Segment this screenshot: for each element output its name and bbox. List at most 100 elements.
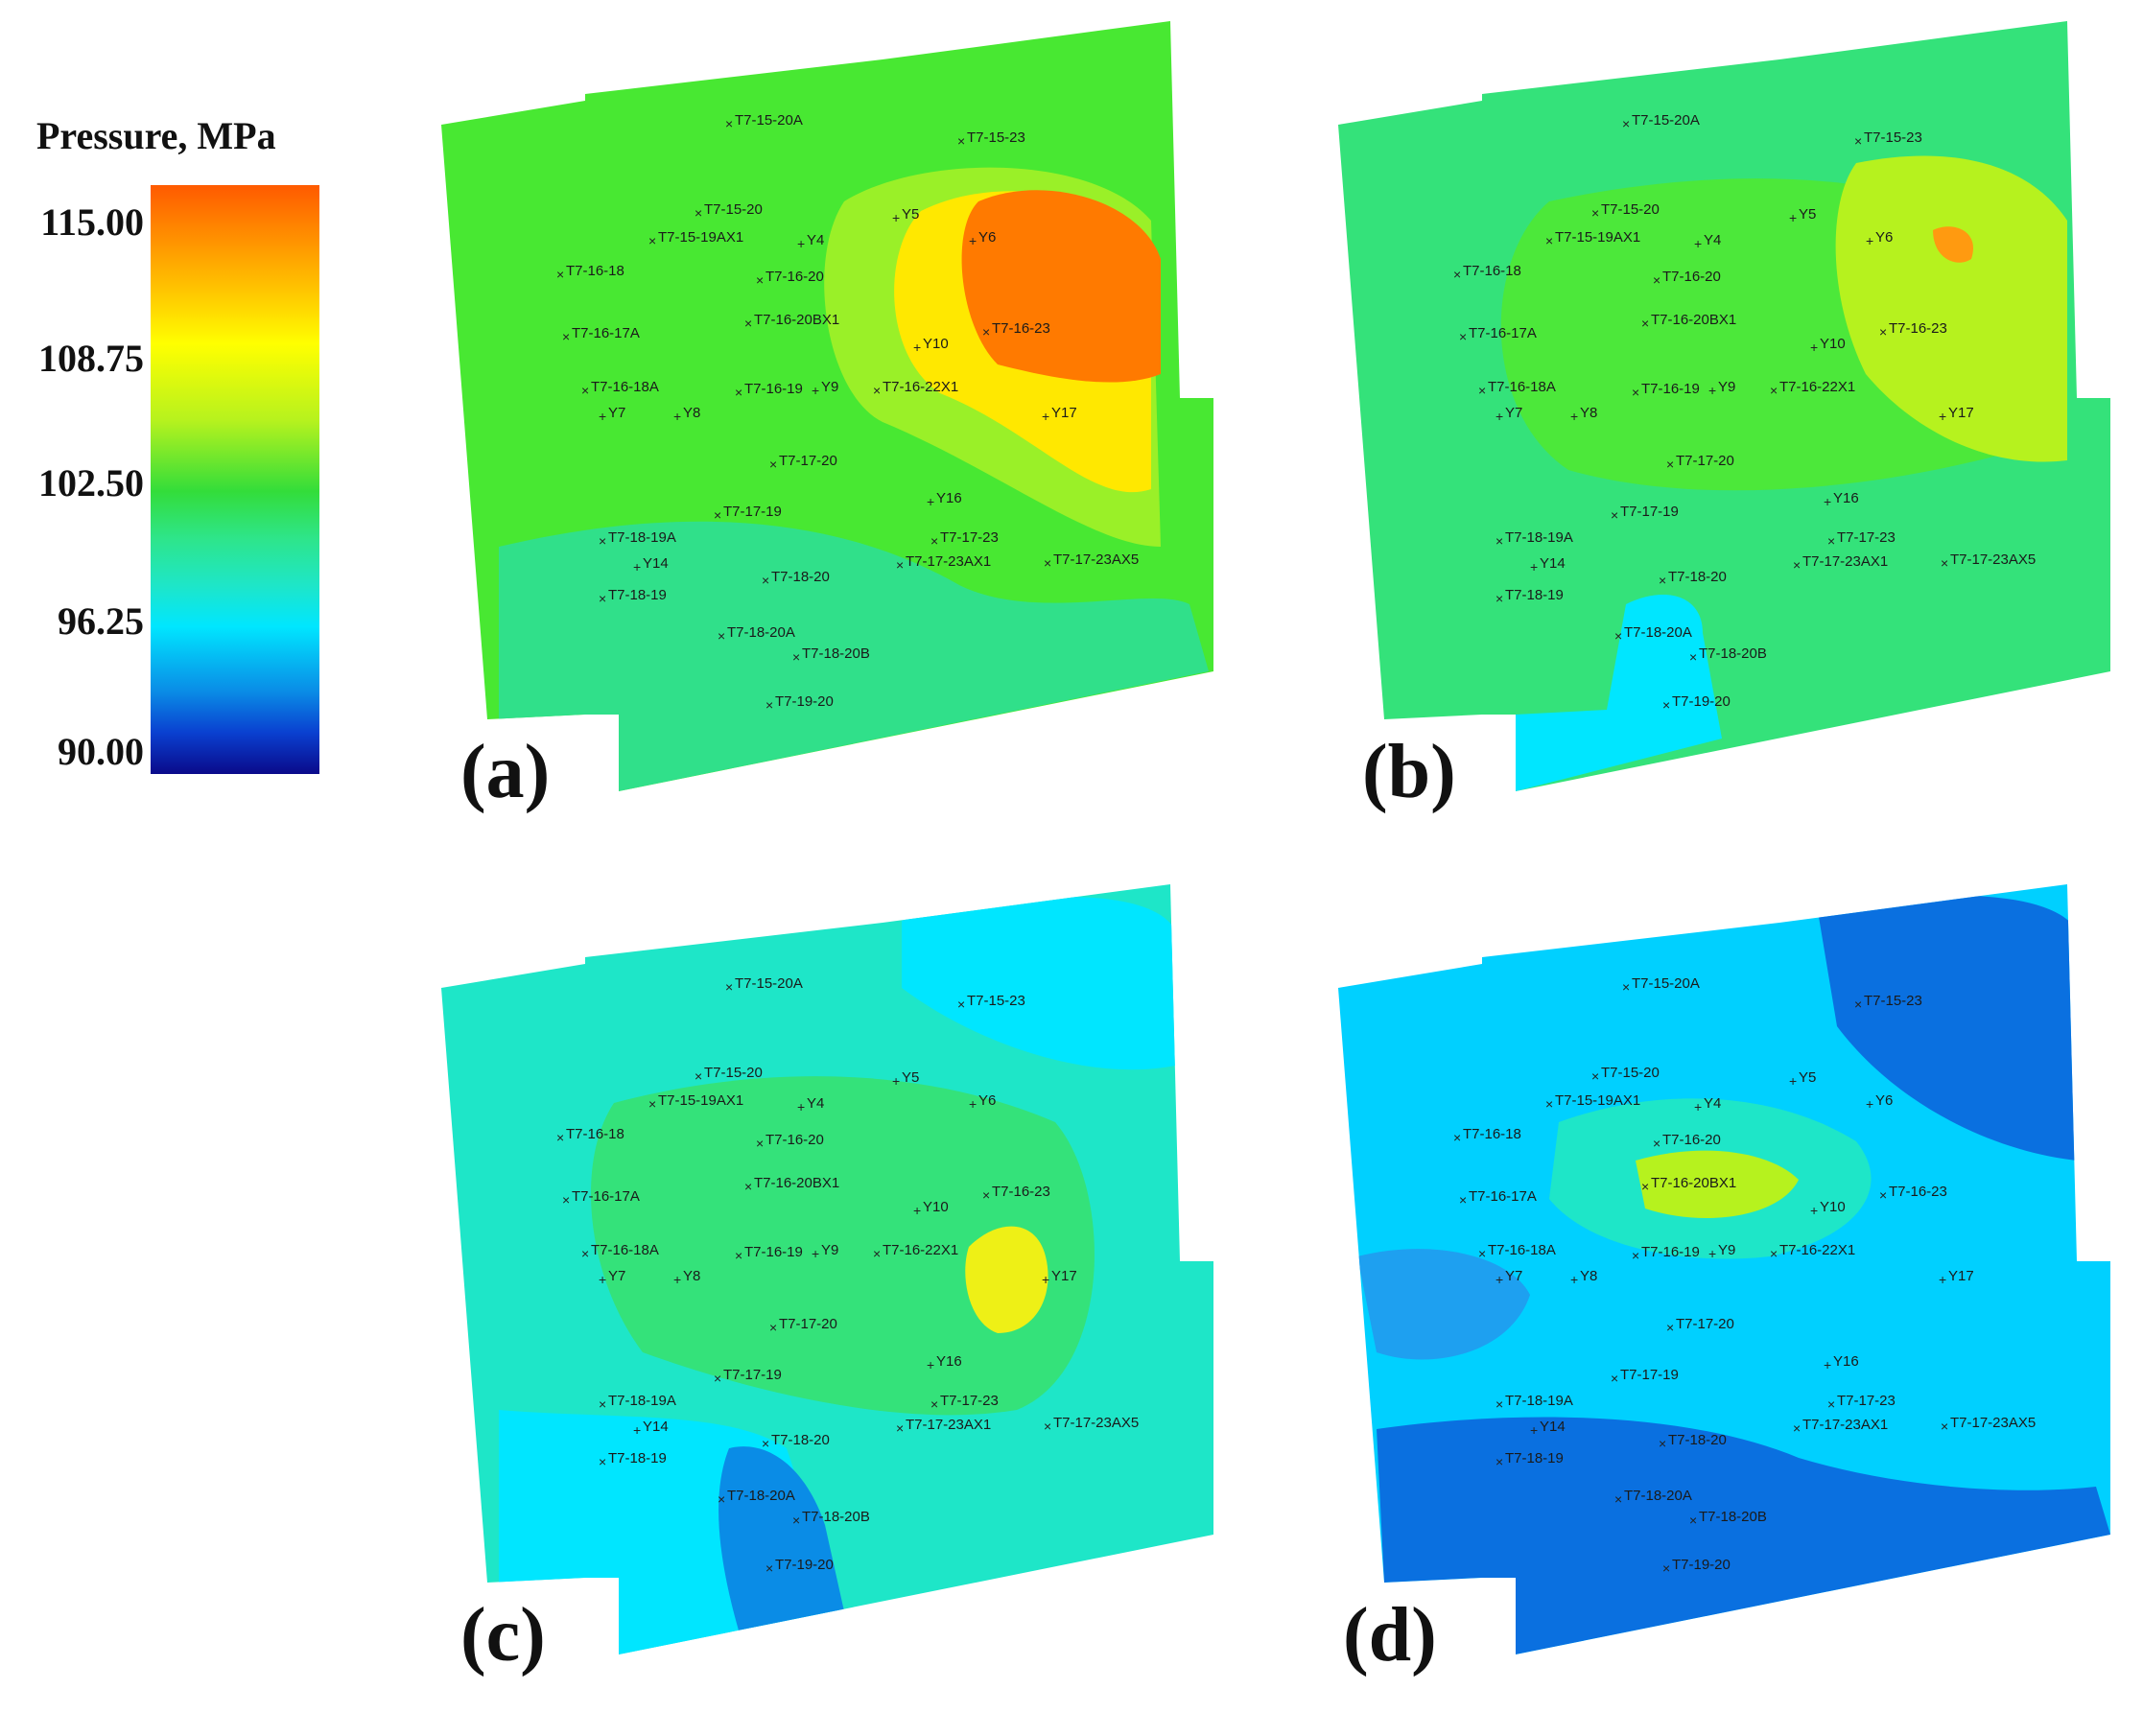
pressure-map-d: × T7-15-20A × T7-15-23 × T7-15-20 + Y5 × T7-15-19… xyxy=(1319,873,2143,1736)
well-marker: + xyxy=(1570,1272,1578,1287)
well-marker: × xyxy=(1614,628,1622,644)
well-marker: × xyxy=(1495,591,1503,606)
well-label: T7-17-23AX1 xyxy=(1802,553,1888,570)
well-marker: × xyxy=(873,383,881,398)
well-marker: × xyxy=(725,979,733,995)
well-label: T7-18-19 xyxy=(1505,1450,1564,1466)
well-marker: × xyxy=(714,507,721,523)
well-marker: × xyxy=(1827,1396,1835,1412)
well-label: T7-17-23AX1 xyxy=(906,1417,991,1433)
well-label: Y8 xyxy=(1580,1268,1597,1284)
well-label: Y9 xyxy=(821,1242,838,1258)
well-label: T7-15-20A xyxy=(1632,112,1700,129)
well-label: T7-19-20 xyxy=(775,693,834,710)
well-label: Y16 xyxy=(1833,490,1859,506)
well-marker: × xyxy=(1662,697,1670,713)
pressure-zone-2 xyxy=(1933,226,1973,263)
well-marker: × xyxy=(769,1320,777,1335)
well-label: T7-16-23 xyxy=(992,1184,1050,1200)
well-label: Y7 xyxy=(1505,405,1522,421)
well-label: T7-18-20A xyxy=(727,1488,795,1504)
well-marker: × xyxy=(648,1096,656,1112)
well-marker: × xyxy=(762,1436,769,1451)
well-label: T7-16-18 xyxy=(1463,263,1521,279)
well-marker: × xyxy=(556,1130,564,1145)
well-label: T7-16-20BX1 xyxy=(1651,1175,1736,1191)
well-label: Y17 xyxy=(1948,1268,1974,1284)
well-label: T7-16-18A xyxy=(1488,379,1556,395)
well-marker: + xyxy=(1495,1272,1503,1287)
contour-fill-a xyxy=(441,21,1213,791)
well-marker: × xyxy=(1632,385,1639,400)
well-marker: + xyxy=(1824,1357,1831,1372)
well-marker: × xyxy=(599,591,606,606)
well-label: Y5 xyxy=(1799,206,1816,223)
well-label: T7-17-23AX5 xyxy=(1053,551,1139,568)
well-label: T7-18-19 xyxy=(608,587,667,603)
well-marker: × xyxy=(599,1396,606,1412)
well-label: T7-17-19 xyxy=(1620,504,1679,520)
well-marker: × xyxy=(1689,1513,1697,1528)
well-marker: × xyxy=(1459,1192,1467,1208)
well-marker: × xyxy=(1879,324,1887,340)
map-c-svg: × T7-15-20A× T7-15-23× T7-15-20 + Y5× T7-15-19… xyxy=(441,884,1213,1654)
well-label: T7-15-19AX1 xyxy=(1555,1092,1640,1109)
well-marker: + xyxy=(1824,494,1831,509)
well-marker: × xyxy=(725,116,733,131)
well-label: T7-16-17A xyxy=(572,325,640,341)
legend-title: Pressure, MPa xyxy=(36,114,276,157)
well-marker: × xyxy=(1659,1436,1666,1451)
well-marker: + xyxy=(633,1422,641,1438)
well-marker: × xyxy=(648,233,656,248)
well-label: T7-18-19A xyxy=(608,1393,676,1409)
well-label: Y17 xyxy=(1051,1268,1077,1284)
well-label: T7-17-23 xyxy=(940,529,999,546)
pressure-zone-2 xyxy=(1377,1417,2110,1654)
well-marker: + xyxy=(599,1272,606,1287)
well-label: Y10 xyxy=(1820,1199,1846,1215)
well-marker: + xyxy=(1042,409,1049,424)
pressure-zone-4 xyxy=(1636,1150,1799,1218)
well-marker: + xyxy=(1530,559,1538,575)
well-marker: × xyxy=(599,533,606,549)
well-marker: × xyxy=(695,205,702,221)
well-label: T7-16-18 xyxy=(566,263,624,279)
well-label: T7-16-20 xyxy=(1662,269,1721,285)
well-marker: + xyxy=(1939,1272,1946,1287)
well-marker: × xyxy=(896,557,904,573)
contour-fill-d xyxy=(1338,884,2110,1654)
well-marker: × xyxy=(762,573,769,588)
well-label: T7-17-20 xyxy=(779,453,837,469)
well-label: Y10 xyxy=(923,336,949,352)
well-label: Y5 xyxy=(902,206,919,223)
well-label: Y16 xyxy=(936,490,962,506)
well-label: Y7 xyxy=(1505,1268,1522,1284)
well-label: T7-17-23AX1 xyxy=(1802,1417,1888,1433)
well-label: Y16 xyxy=(936,1353,962,1370)
well-label: T7-16-23 xyxy=(1889,1184,1947,1200)
well-label: T7-16-18A xyxy=(591,1242,659,1258)
well-marker: × xyxy=(756,1136,764,1151)
well-marker: + xyxy=(633,559,641,575)
well-marker: × xyxy=(1854,997,1862,1012)
well-label: T7-17-23 xyxy=(1837,1393,1896,1409)
pressure-map-c: × T7-15-20A × T7-15-23 × T7-15-20 + Y5 × T7-15-19… xyxy=(422,873,1285,1736)
well-label: T7-17-23AX1 xyxy=(906,553,991,570)
well-marker: × xyxy=(562,329,570,344)
well-label: T7-16-17A xyxy=(1469,1188,1537,1205)
well-marker: × xyxy=(1622,979,1630,995)
map-d-svg: × T7-15-20A× T7-15-23× T7-15-20 + Y5× T7-15-19… xyxy=(1338,884,2110,1654)
well-label: T7-16-17A xyxy=(572,1188,640,1205)
panel-label-a: (a) xyxy=(460,730,551,814)
well-marker: × xyxy=(765,1560,773,1576)
well-marker: × xyxy=(1453,267,1461,282)
well-label: Y4 xyxy=(1704,1095,1721,1112)
well-marker: × xyxy=(1611,1371,1618,1386)
well-label: T7-17-19 xyxy=(723,1367,782,1383)
well-label: T7-19-20 xyxy=(1672,1557,1731,1573)
well-label: Y9 xyxy=(1718,1242,1735,1258)
well-label: Y10 xyxy=(1820,336,1846,352)
well-label: Y5 xyxy=(1799,1069,1816,1086)
well-marker: + xyxy=(913,1203,921,1218)
well-label: Y14 xyxy=(643,555,669,572)
